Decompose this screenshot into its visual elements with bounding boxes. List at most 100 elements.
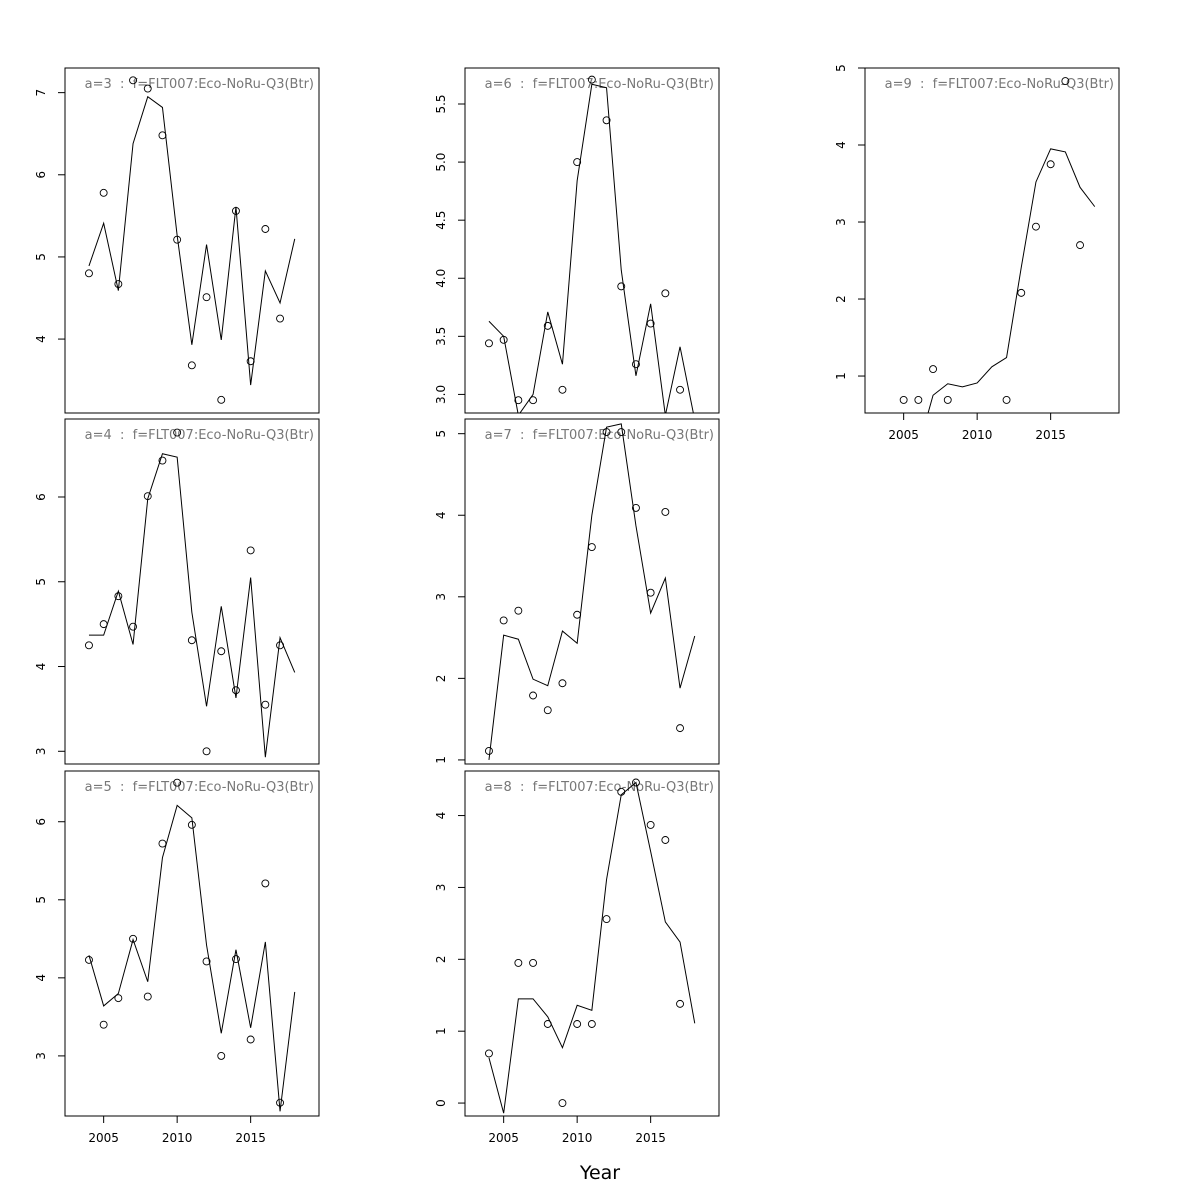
y-tick-label: 5: [34, 896, 48, 904]
point: [129, 76, 138, 85]
point: [129, 934, 138, 943]
point: [617, 282, 626, 291]
point: [246, 1035, 255, 1044]
point: [246, 546, 255, 555]
x-tick-label: 2005: [888, 428, 919, 442]
point: [899, 395, 908, 404]
point: [187, 636, 196, 645]
point: [587, 75, 596, 84]
point: [99, 1020, 108, 1029]
fit-line: [88, 453, 296, 758]
panel-title: a=3 : f=FLT007:Eco-NoRu-Q3(Btr): [85, 77, 314, 92]
point: [587, 543, 596, 551]
point: [85, 269, 93, 278]
y-tick-label: 3.0: [434, 385, 448, 404]
y-tick-label: 6: [34, 818, 48, 826]
panel: 1 2 3 4 5 2005 2010 2015 a=9 : f=FLT007:Eco-NoRu…: [834, 64, 1120, 442]
point: [217, 395, 226, 404]
panel-title: a=6 : f=FLT007:Eco-NoRu-Q3(Btr): [485, 77, 714, 92]
plot-area: [485, 423, 696, 760]
fit-line: [88, 95, 296, 386]
point: [632, 503, 640, 512]
plot-area: [85, 428, 296, 758]
plot-area: [85, 778, 296, 1112]
point: [485, 1049, 493, 1058]
point: [187, 820, 196, 829]
y-tick-label: 4: [34, 974, 48, 982]
point: [217, 1051, 226, 1060]
point: [646, 319, 655, 328]
y-tick-label: 2: [834, 295, 848, 303]
point: [632, 778, 640, 787]
point: [232, 686, 240, 695]
fit-line: [927, 148, 1096, 413]
point: [1061, 77, 1070, 86]
y-tick-label: 4.5: [434, 211, 448, 230]
point: [173, 428, 182, 437]
y-tick-label: 4: [434, 812, 448, 820]
panel-frame: [464, 67, 720, 414]
point: [676, 724, 684, 733]
panel: 3 4 5 6 a=4 : f=FLT007:Eco-NoRu-Q3(Btr): [34, 418, 320, 765]
y-tick-label: 1: [434, 756, 448, 764]
point: [1002, 395, 1011, 404]
panel-frame: [464, 770, 720, 1117]
y-tick-label: 3: [34, 747, 48, 755]
point: [276, 1098, 284, 1107]
point: [261, 700, 270, 709]
point: [587, 1020, 596, 1028]
point: [1076, 241, 1084, 250]
point: [1017, 288, 1026, 297]
x-axis-label: Year: [579, 1162, 620, 1184]
panel: 1 2 3 4 5 a=7 : f=FLT007:Eco-NoRu-Q3(Btr): [434, 418, 720, 765]
y-tick-label: 5.5: [434, 94, 448, 113]
panel-title: a=5 : f=FLT007:Eco-NoRu-Q3(Btr): [85, 780, 314, 795]
panel-frame: [64, 418, 320, 765]
point: [202, 747, 211, 756]
y-tick-label: 3: [34, 1052, 48, 1060]
x-tick-label: 2005: [488, 1131, 519, 1145]
panel-title: a=7 : f=FLT007:Eco-NoRu-Q3(Btr): [485, 428, 714, 443]
fit-line: [488, 781, 696, 1114]
y-tick-label: 5: [34, 253, 48, 261]
point: [202, 957, 211, 966]
point: [602, 116, 611, 125]
point: [158, 456, 167, 465]
point: [573, 1020, 582, 1028]
point: [558, 385, 567, 394]
point: [573, 610, 582, 619]
point: [1032, 222, 1040, 231]
point: [514, 396, 523, 405]
point: [676, 385, 684, 394]
panel-title: a=9 : f=FLT007:Eco-NoRu-Q3(Btr): [885, 77, 1114, 92]
y-tick-label: 1: [434, 1027, 448, 1035]
point: [232, 955, 240, 964]
point: [661, 289, 670, 298]
x-tick-label: 2010: [162, 1131, 193, 1145]
panel: 3 4 5 6 2005 2010 2015 a=5 : f=FLT007:Eco-NoRu-…: [34, 770, 320, 1145]
point: [943, 395, 952, 404]
point: [558, 679, 567, 688]
y-tick-label: 2: [434, 955, 448, 963]
fit-line: [88, 804, 296, 1112]
plot-area: [85, 76, 296, 404]
point: [573, 158, 582, 167]
point: [661, 836, 670, 844]
x-tick-label: 2015: [1035, 428, 1066, 442]
point: [114, 994, 123, 1003]
point: [646, 588, 655, 597]
point: [914, 395, 923, 404]
point: [529, 691, 538, 700]
panel: 4 5 6 7 a=3 : f=FLT007:Eco-NoRu-Q3(Btr): [34, 67, 320, 414]
y-tick-label: 5: [834, 64, 848, 72]
y-tick-label: 5: [434, 430, 448, 438]
point: [514, 606, 523, 615]
x-tick-label: 2015: [635, 1131, 666, 1145]
y-tick-label: 1: [834, 372, 848, 380]
point: [261, 879, 270, 888]
fit-line: [488, 423, 696, 760]
y-tick-label: 3: [834, 218, 848, 226]
point: [543, 706, 552, 715]
